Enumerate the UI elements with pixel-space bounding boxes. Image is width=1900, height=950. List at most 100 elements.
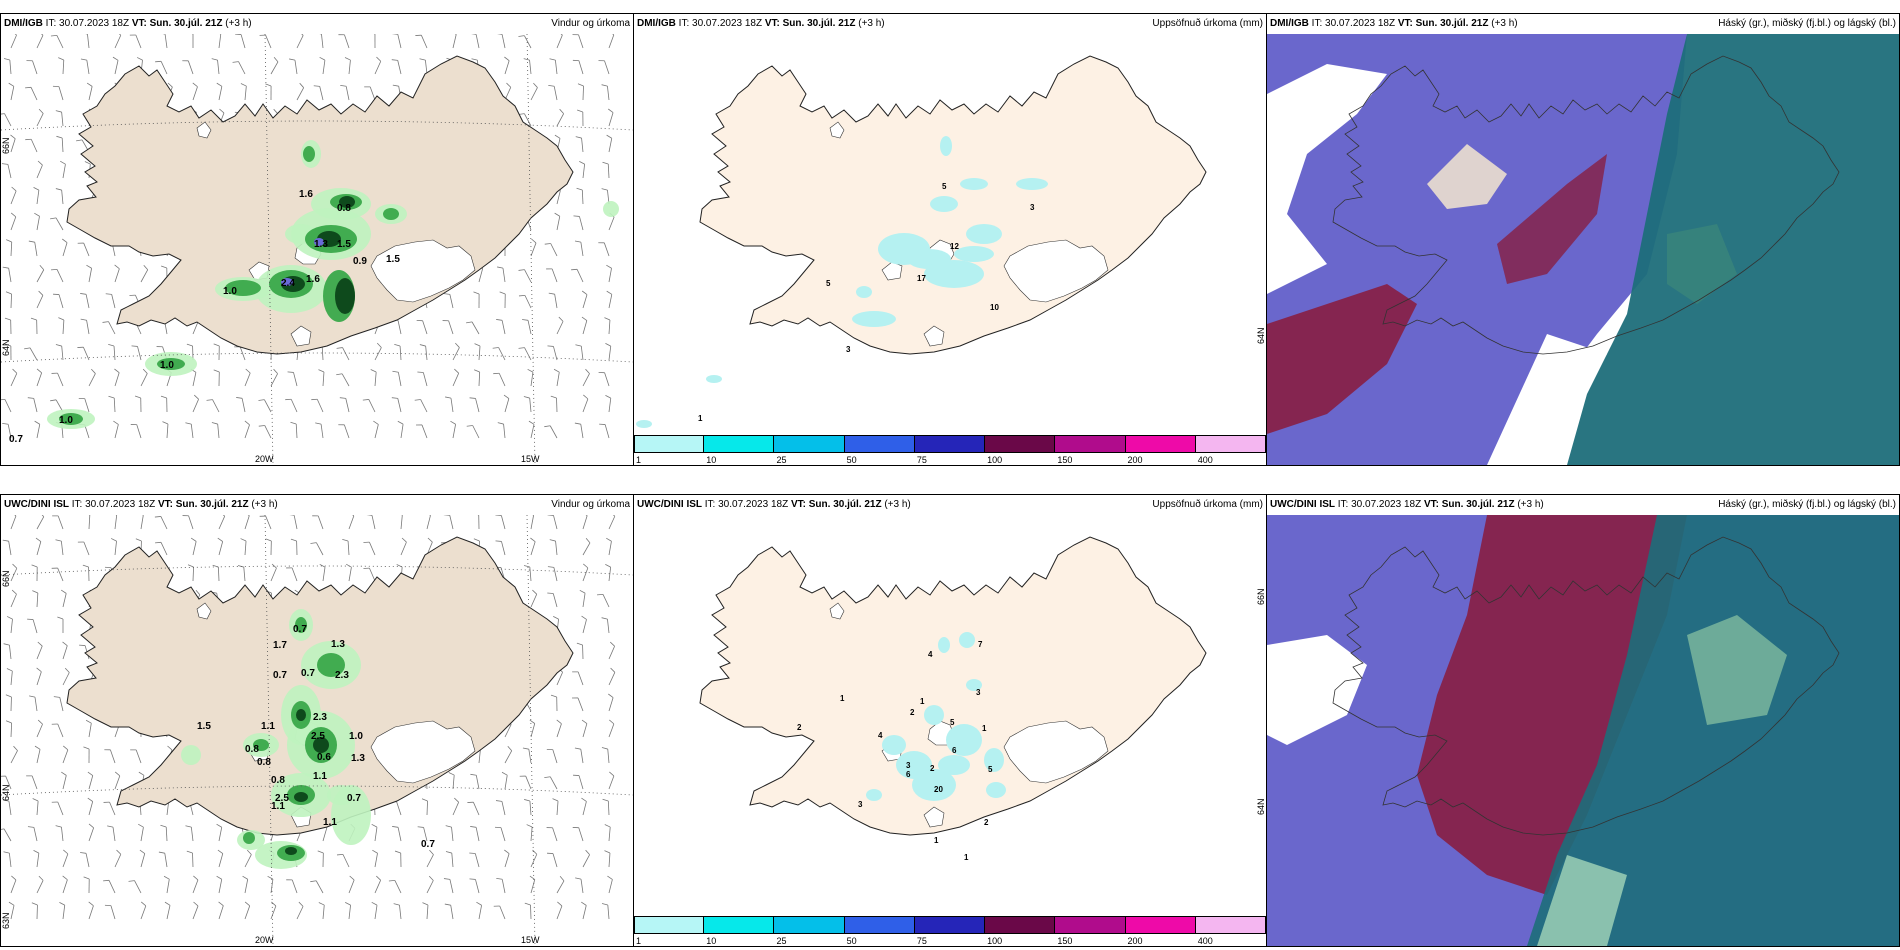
vt-value: Sun. 30.júl. 21Z [175,499,249,510]
wind-barb [36,749,41,764]
wind-barb-flag [80,318,87,321]
wind-barb-flag [518,347,525,349]
wind-barb [343,424,350,439]
wind-barb-flag [608,108,614,113]
wind-barb [369,567,376,582]
wind-barb-flag [471,58,478,61]
wind-barb-flag [574,422,581,425]
colorbar-tick-label: 1 [636,455,642,465]
colorbar-tick-label: 25 [776,455,787,465]
precip-value: 1.7 [273,640,287,651]
wind-barb-flag [376,56,382,62]
wind-barb [529,60,532,75]
wind-barb-flag [455,342,460,348]
vt-label: VT: [764,18,780,29]
wind-barb-flag [474,343,481,347]
wind-barb-flag [116,849,122,855]
wind-barb-flag [574,747,581,750]
wind-barb-flag [60,589,67,594]
wind-barb [552,827,558,842]
precip-value: 2.5 [275,793,289,804]
wind-barb-flag [50,217,57,220]
wind-barb [218,86,223,101]
wind-barb-flag [315,422,322,425]
wind-barb [553,515,558,530]
precip-value: 1.0 [349,731,363,742]
precip-value: 0.7 [301,668,315,679]
wind-barb-flag [414,399,421,401]
wind-barb-flag [466,321,473,324]
wind-barb-flag [143,264,149,270]
precip-value: 3 [858,800,863,809]
wind-barb-flag [299,82,304,88]
wind-barb [577,671,584,686]
wind-barb [478,371,481,387]
wind-barb-flag [6,616,13,620]
wind-barb [86,60,90,75]
wind-barb-flag [417,826,424,828]
wind-barb-flag [609,771,615,777]
wind-barb [452,34,457,49]
wind-barb [475,34,480,49]
wind-barb [552,593,558,608]
precip-value: 1.6 [299,189,313,200]
wind-barb-flag [6,668,13,672]
wind-barb-flag [2,539,9,542]
precip-value: 1.1 [313,771,327,782]
panel-title: Vindur og úrkoma [551,499,630,510]
wind-barb [525,775,532,790]
wind-barb-flag [532,589,538,595]
wind-barb [581,189,584,205]
wind-barb-flag [85,719,92,724]
precip-blob [946,724,982,756]
wind-barb [160,61,168,75]
wind-barb [10,138,16,153]
offset-label: (+3 h) [251,499,278,510]
wind-barb [134,880,142,894]
wind-barb-flag [522,319,529,321]
wind-barb [88,268,92,283]
precip-blob [339,196,355,208]
wind-barb-flag [190,537,197,542]
wind-barb [31,775,38,790]
wind-barb-flag [12,368,18,374]
wind-barb [36,853,40,868]
wind-barb-flag [466,425,473,427]
wind-barb [57,567,64,582]
wind-barb-flag [577,109,583,113]
wind-barb-flag [213,369,220,373]
wind-barb-flag [114,771,121,777]
wind-barb-flag [84,161,91,165]
wind-barb [397,372,402,387]
wind-barb [4,399,12,413]
wind-barb-flag [507,745,513,751]
wind-barb-flag [336,373,343,376]
wind-barb [270,373,278,387]
precip-value: 1.1 [323,817,337,828]
wind-barb-flag [32,590,39,594]
wind-barb [10,34,17,49]
wind-barb [608,879,613,894]
wind-barb [504,724,512,738]
wind-barb [582,294,588,309]
cloud-area [1417,515,1687,895]
wind-barb [58,86,64,101]
wind-barb-flag [138,771,145,776]
wind-barb [582,515,588,530]
wind-barb [217,424,220,439]
wind-barb-flag [112,56,119,61]
wind-barb-flag [83,746,90,750]
precip-value: 3 [906,761,911,770]
wind-barb [85,853,90,868]
wind-barb [218,516,226,530]
wind-barb [4,113,12,127]
wind-barb-flag [394,850,401,854]
wind-barb-flag [427,537,433,543]
wind-barb [342,347,350,361]
wind-barb-flag [91,368,96,374]
wind-barb-flag [236,397,243,399]
wind-barb-flag [559,876,565,882]
wind-barb [368,399,376,413]
wind-barb [190,424,194,439]
precip-value: 0.7 [9,434,23,445]
